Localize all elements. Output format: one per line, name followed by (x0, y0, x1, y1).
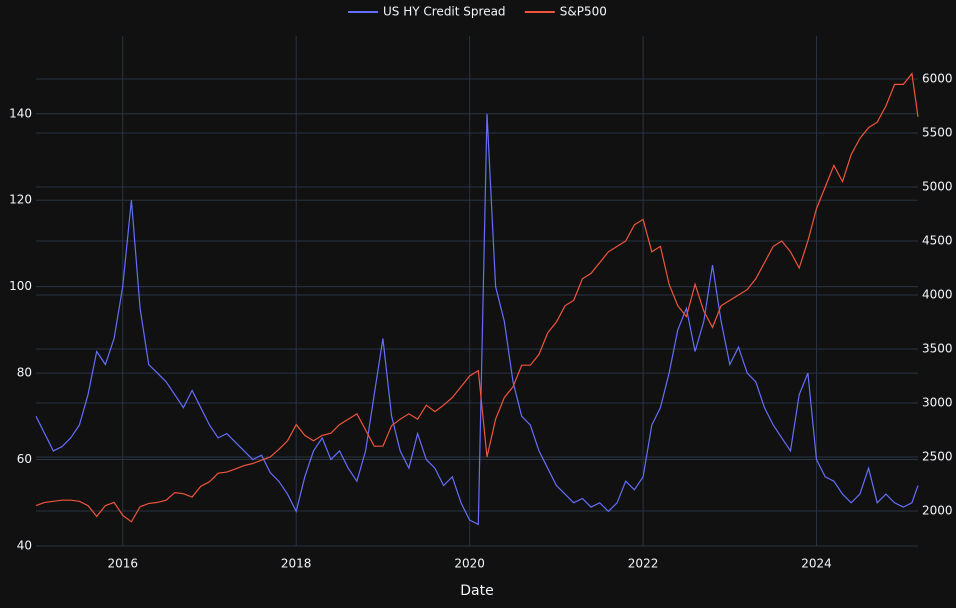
y-tick-label: 120 (9, 193, 32, 207)
y-tick-label: 140 (9, 106, 32, 120)
x-tick-label: 2020 (454, 557, 485, 571)
y2-tick-label: 4000 (922, 287, 953, 301)
y2-tick-label: 5500 (922, 125, 953, 139)
legend-label: S&P500 (560, 5, 607, 19)
x-tick-label: 2018 (281, 557, 312, 571)
y2-tick-label: 6000 (922, 71, 953, 85)
y-tick-label: 80 (17, 366, 32, 380)
y2-tick-label: 3500 (922, 341, 953, 355)
y-tick-label: 40 (17, 539, 32, 553)
y2-tick-label: 3000 (922, 396, 953, 410)
y2-tick-label: 4500 (922, 233, 953, 247)
y-tick-label: 100 (9, 279, 32, 293)
line (35, 72, 919, 523)
x-tick-label: 2022 (628, 557, 659, 571)
legend-label: US HY Credit Spread (383, 5, 506, 19)
y2-tick-label: 5000 (922, 179, 953, 193)
x-tick-label: 2016 (107, 557, 138, 571)
x-axis-label: Date (460, 583, 493, 599)
line (35, 113, 919, 526)
y2-tick-label: 2000 (922, 504, 953, 518)
y-tick-label: 60 (17, 452, 32, 466)
x-tick-label: 2024 (801, 557, 832, 571)
y2-tick-label: 2500 (922, 450, 953, 464)
